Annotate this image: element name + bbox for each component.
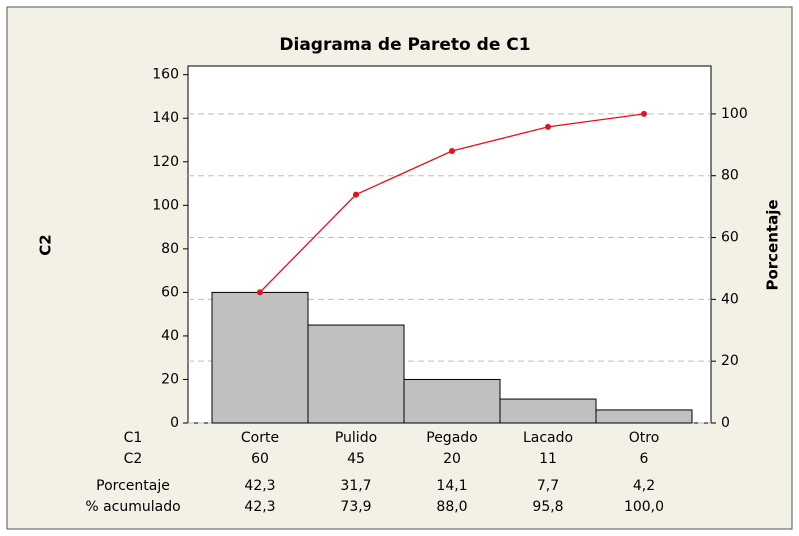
table-cell: Otro [629, 430, 660, 446]
table-cell: Pulido [335, 430, 377, 446]
table-cell: 11 [539, 451, 557, 467]
table-row-label: C2 [124, 451, 143, 467]
table-cell: 100,0 [624, 499, 664, 515]
table-cell: 7,7 [537, 478, 559, 494]
table-cell: 42,3 [244, 478, 275, 494]
table-cell: Corte [241, 430, 279, 446]
bar [211, 291, 309, 424]
table-cell: 88,0 [436, 499, 467, 515]
table-row-label: C1 [124, 430, 143, 446]
table-cell: 14,1 [436, 478, 467, 494]
cumulative-point [257, 289, 263, 296]
bar [595, 409, 693, 424]
y-tick-label: 160 [152, 67, 179, 83]
table-row-label: Porcentaje [96, 478, 170, 494]
y-tick-label: 60 [161, 284, 179, 300]
table-cell: 60 [251, 451, 269, 467]
y-tick-label: 0 [170, 415, 179, 431]
table-cell: Lacado [523, 430, 573, 446]
y-tick-label: 120 [152, 154, 179, 170]
y-tick-label: 40 [161, 328, 179, 344]
table-cell: 6 [640, 451, 649, 467]
table-cell: 31,7 [340, 478, 371, 494]
bar [307, 324, 405, 424]
table-row-label: % acumulado [85, 499, 180, 515]
table-cell: 42,3 [244, 499, 275, 515]
y2-tick-label: 100 [721, 106, 748, 122]
table-cell: 4,2 [633, 478, 655, 494]
cumulative-point [545, 123, 551, 130]
table-cell: Pegado [426, 430, 477, 446]
cumulative-point [641, 110, 647, 117]
y-tick-label: 20 [161, 371, 179, 387]
y-tick-label: 140 [152, 110, 179, 126]
y2-axis-label: Porcentaje [764, 199, 782, 290]
table-cell: 95,8 [532, 499, 563, 515]
table-cell: 20 [443, 451, 461, 467]
y-tick-label: 100 [152, 197, 179, 213]
chart-title: Diagrama de Pareto de C1 [279, 35, 530, 55]
y2-tick-label: 80 [721, 168, 739, 184]
table-cell: 73,9 [340, 499, 371, 515]
bar [499, 398, 597, 424]
cumulative-point [449, 148, 455, 154]
cumulative-point [353, 191, 359, 198]
table-cell: 45 [347, 451, 365, 467]
y-tick-label: 80 [161, 241, 179, 257]
y2-tick-label: 20 [721, 353, 739, 369]
y2-tick-label: 0 [721, 415, 730, 431]
bar [403, 378, 501, 424]
y2-tick-label: 60 [721, 230, 739, 246]
y-axis-label: C2 [37, 234, 55, 255]
y2-tick-label: 40 [721, 291, 739, 307]
